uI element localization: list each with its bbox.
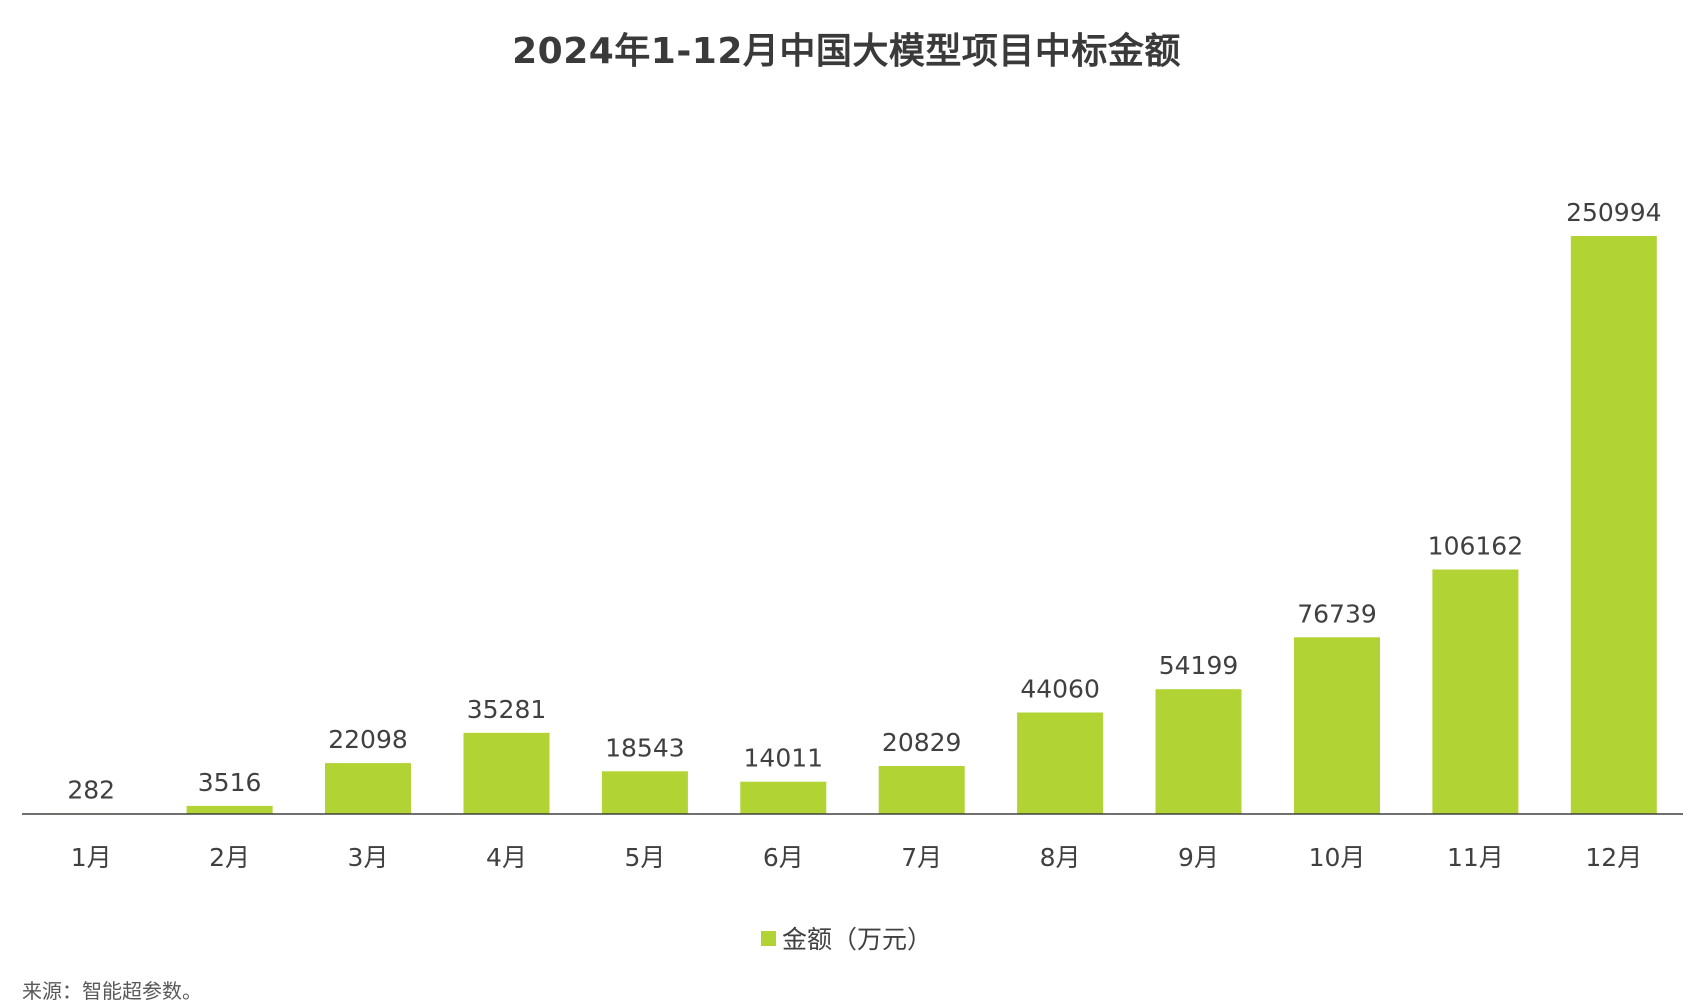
legend-swatch [760,930,776,946]
bar-2 [186,805,273,814]
bar-12 [1570,236,1657,814]
data-label-10: 76739 [1297,599,1377,628]
x-tick-label-7: 7月 [901,843,942,872]
x-tick-label-5: 5月 [624,843,665,872]
source-note: 来源：智能超参数。 [22,979,202,1003]
x-tick-label-3: 3月 [348,843,389,872]
x-tick-label-10: 10月 [1309,843,1366,872]
bars-group [48,236,1657,814]
legend-label: 金额（万元） [781,925,932,954]
chart-title: 2024年1-12月中国大模型项目中标金额 [512,31,1181,72]
bar-6 [740,781,827,814]
data-label-1: 282 [67,775,115,804]
data-label-8: 44060 [1020,675,1100,704]
x-tick-label-8: 8月 [1040,843,1081,872]
x-tick-label-1: 1月 [71,843,112,872]
bar-5 [601,771,688,814]
bar-7 [878,766,965,814]
data-label-9: 54199 [1159,651,1239,680]
x-tick-label-12: 12月 [1585,843,1642,872]
x-tick-label-6: 6月 [763,843,804,872]
data-label-3: 22098 [328,725,408,754]
data-label-4: 35281 [467,695,547,724]
bar-11 [1432,569,1519,814]
legend: 金额（万元） [0,920,1693,956]
bar-4 [463,732,550,814]
x-tick-label-11: 11月 [1447,843,1504,872]
bar-8 [1017,712,1104,814]
data-labels-group: 282 3516 22098 35281 18543 14011 20829 44060 541… [67,198,1661,804]
data-label-11: 106162 [1428,532,1523,561]
bar-3 [325,763,411,814]
x-tick-label-2: 2月 [209,843,250,872]
data-label-7: 20829 [882,728,962,757]
data-label-5: 18543 [605,733,685,762]
bar-9 [1155,689,1242,814]
data-label-12: 250994 [1566,198,1661,227]
data-label-2: 3516 [198,768,262,797]
x-tick-label-4: 4月 [486,843,527,872]
x-tick-labels-group: 1月 2月 3月 4月 5月 6月 7月 8月 9月 10月 11月 12月 [71,843,1642,872]
bar-10 [1294,637,1380,814]
x-tick-label-9: 9月 [1178,843,1219,872]
data-label-6: 14011 [744,744,824,773]
